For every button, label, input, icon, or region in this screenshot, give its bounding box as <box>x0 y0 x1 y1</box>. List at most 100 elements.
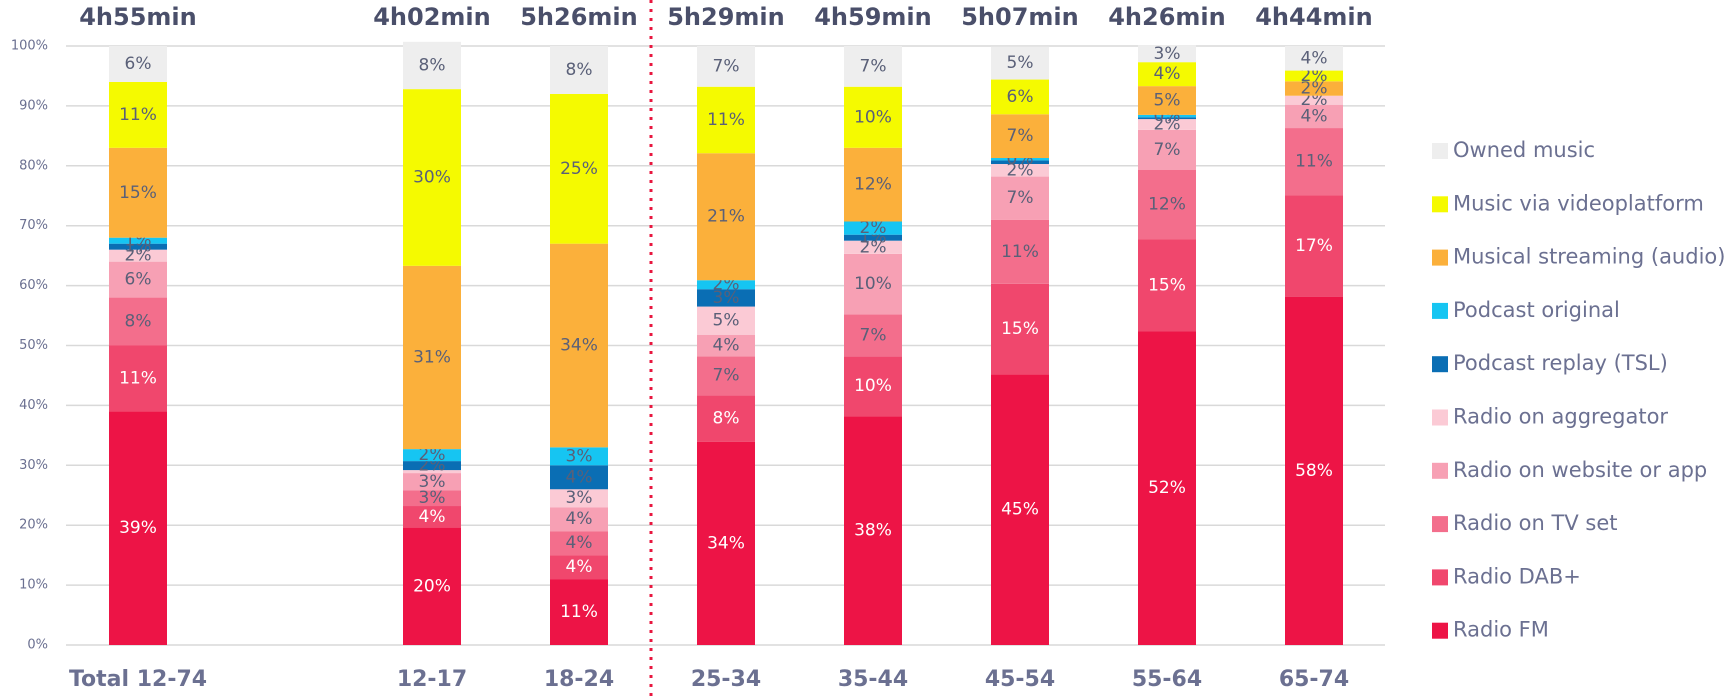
value-label: 10% <box>854 376 892 396</box>
value-label: 11% <box>560 602 598 622</box>
value-label: 4% <box>566 557 593 577</box>
bar-segment <box>991 283 1049 375</box>
bar-segment <box>991 46 1049 80</box>
bar-segment <box>403 449 461 462</box>
value-label: 58% <box>1295 461 1333 481</box>
legend-swatch <box>1432 143 1448 159</box>
bar-segment <box>1285 95 1343 105</box>
x-tick-label: 45-54 <box>985 667 1055 692</box>
bar-segment <box>697 441 755 645</box>
legend-swatch <box>1432 249 1448 266</box>
legend-swatch <box>1432 356 1448 373</box>
value-label: 39% <box>119 518 157 538</box>
bar-segment <box>403 89 461 266</box>
value-label: 31% <box>413 347 451 367</box>
value-label: 4% <box>566 533 593 553</box>
bar-segment <box>1285 70 1343 82</box>
y-tick-label: 60% <box>19 278 48 293</box>
bar-segment <box>1285 104 1343 129</box>
bar-segment <box>991 158 1049 161</box>
bar-segment <box>403 461 461 471</box>
legend-swatch <box>1432 569 1448 586</box>
bar-segment <box>109 46 167 82</box>
bar-segment <box>697 289 755 307</box>
value-label: 52% <box>1148 478 1186 498</box>
bar-segment <box>109 261 167 298</box>
bar-segment <box>109 147 167 238</box>
bar-segment <box>1138 239 1196 332</box>
value-label: 8% <box>125 312 152 332</box>
bar-segment <box>1285 128 1343 196</box>
bar-segment <box>991 374 1049 645</box>
x-tick-label: 12-17 <box>397 667 467 692</box>
value-label: 15% <box>119 183 157 203</box>
bar-segment <box>697 395 755 442</box>
bar-segment <box>1138 86 1196 115</box>
legend-swatch <box>1432 622 1448 639</box>
x-tick-label: Total 12-74 <box>69 667 207 692</box>
value-label: 45% <box>1001 500 1039 520</box>
value-label: 7% <box>1007 188 1034 208</box>
value-label: 20% <box>413 576 451 596</box>
value-label: 2% <box>1301 79 1328 99</box>
value-label: 2% <box>860 237 887 257</box>
value-label: 34% <box>560 336 598 356</box>
total-label: 4h02min <box>373 3 491 31</box>
value-label: 3% <box>713 288 740 308</box>
legend-label: Podcast original <box>1453 298 1620 322</box>
value-label: 5% <box>1007 53 1034 73</box>
y-tick-label: 100% <box>11 39 48 54</box>
bar-segment <box>697 356 755 396</box>
y-tick-label: 40% <box>19 398 48 413</box>
value-label: 7% <box>713 366 740 386</box>
x-tick-label: 55-64 <box>1132 667 1202 692</box>
bar-segment <box>1138 45 1196 63</box>
bar-segment <box>697 153 755 281</box>
bar-segment <box>844 147 902 222</box>
bar-segment <box>550 531 608 556</box>
bar-segment <box>550 465 608 490</box>
bar-segment <box>109 237 167 244</box>
bar-segment <box>550 46 608 94</box>
value-label: 25% <box>560 159 598 179</box>
legend-label: Radio on aggregator <box>1453 405 1668 429</box>
y-tick-label: 90% <box>19 98 48 113</box>
value-label: 15% <box>1001 319 1039 339</box>
total-label: 5h29min <box>667 3 785 31</box>
bar-segment <box>844 253 902 315</box>
y-tick-label: 80% <box>19 158 48 173</box>
value-label: 21% <box>707 207 745 227</box>
bar-segment <box>1138 117 1196 120</box>
bar-segment <box>697 306 755 335</box>
legend-label: Podcast replay (TSL) <box>1453 351 1668 375</box>
bar-segment <box>991 176 1049 220</box>
value-label: 4% <box>713 336 740 356</box>
bar-segment <box>991 79 1049 115</box>
y-tick-label: 70% <box>19 218 48 233</box>
legend-swatch <box>1432 409 1448 426</box>
bar-segment <box>991 114 1049 159</box>
value-label: 7% <box>1007 126 1034 146</box>
bar-segment <box>550 489 608 508</box>
value-label: 3% <box>1154 44 1181 64</box>
bar-segment <box>844 240 902 254</box>
bar-segment <box>844 221 902 235</box>
bar-segment <box>1285 296 1343 645</box>
y-tick-label: 0% <box>27 638 48 653</box>
legend-label: Owned music <box>1453 138 1595 162</box>
y-tick-label: 30% <box>19 458 48 473</box>
value-label: 34% <box>707 533 745 553</box>
bar-segment <box>403 490 461 507</box>
value-label: 8% <box>713 409 740 429</box>
legend-swatch <box>1432 462 1448 479</box>
bar-segment <box>697 46 755 87</box>
bar-segment <box>1138 169 1196 240</box>
bar-segment <box>1138 62 1196 87</box>
value-label: 5% <box>713 311 740 331</box>
bar-segment <box>403 265 461 450</box>
value-label: 10% <box>854 107 892 127</box>
bar-segment <box>1138 119 1196 130</box>
x-tick-label: 35-44 <box>838 667 908 692</box>
legend-label: Musical streaming (audio) <box>1453 245 1725 269</box>
